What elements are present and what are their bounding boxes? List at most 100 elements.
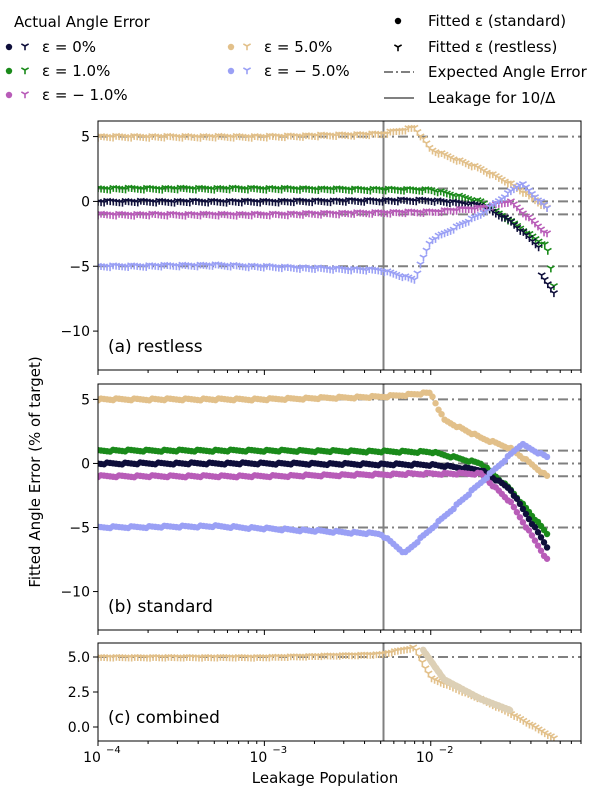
data-point — [483, 474, 490, 482]
data-point — [522, 510, 530, 518]
data-point — [540, 539, 548, 546]
panel-1: 5 0 −5 −10 (a) restless — [60, 120, 582, 375]
legend-tri-marker — [20, 91, 30, 99]
series-5 — [98, 440, 551, 556]
data-point — [543, 247, 552, 255]
data-point — [549, 290, 558, 298]
legend-entry-eps: ε = − 5.0% — [227, 62, 350, 80]
series-4 — [98, 469, 551, 562]
legend-entry-eps: ε = − 1.0% — [5, 86, 128, 104]
x-tick-exponent: −3 — [272, 745, 287, 756]
legend-eps-label: ε = − 1.0% — [42, 86, 128, 104]
x-tick-label: 10 — [249, 750, 267, 766]
data-point — [543, 544, 551, 551]
legend-eps-label: ε = − 5.0% — [264, 62, 350, 80]
y-tick-label: −5 — [69, 259, 90, 275]
legend-entry-line: Leakage for 10/Δ — [384, 89, 556, 107]
legend-entry-eps: ε = 1.0% — [5, 62, 110, 80]
series-2 — [98, 184, 558, 291]
data-point — [432, 400, 439, 407]
legend-eps-label: ε = 0% — [42, 38, 96, 56]
data-point — [543, 555, 551, 562]
legend-dot-marker — [394, 17, 402, 25]
data-point — [549, 735, 558, 741]
data-point — [510, 503, 518, 511]
data-point — [432, 522, 439, 529]
legend-tri-marker — [393, 44, 403, 52]
series-2 — [419, 646, 514, 714]
panel-frame — [97, 383, 582, 631]
x-tick-label: 10 — [416, 750, 434, 766]
legend-entry-eps: ε = 0% — [5, 38, 96, 56]
legend-dot-marker — [5, 67, 13, 75]
legend-dot-marker — [227, 67, 235, 75]
legend-eps-label: ε = 1.0% — [42, 62, 110, 80]
data-point — [506, 707, 514, 714]
series-1 — [98, 389, 551, 479]
data-point — [543, 453, 551, 461]
y-axis-label: Fitted Angle Error (% of target) — [26, 356, 44, 587]
legend-eps-label: ε = 5.0% — [264, 38, 332, 56]
panel-3: 5.0 2.5 0.0 (c) combined — [68, 642, 582, 746]
legend-title: Actual Angle Error — [14, 13, 151, 31]
data-point — [534, 244, 543, 252]
y-tick-label: 5.0 — [68, 650, 90, 666]
data-point — [438, 410, 445, 418]
data-point — [534, 529, 542, 536]
data-point — [519, 505, 527, 513]
legend-marker-label: Fitted ε (restless) — [428, 38, 557, 56]
legend-entry-eps: ε = 5.0% — [227, 38, 332, 56]
data-point — [418, 659, 427, 667]
data-point — [537, 534, 545, 541]
data-point — [542, 230, 552, 238]
data-point — [542, 204, 552, 212]
panel-label: (b) standard — [108, 597, 213, 617]
x-tick-exponent: −4 — [106, 745, 121, 756]
panel-frame — [97, 120, 582, 371]
panel-2: 5 0 −5 −10 (b) standard — [60, 383, 582, 635]
data-point — [450, 505, 457, 513]
data-point — [543, 530, 551, 538]
data-point — [537, 547, 545, 554]
legend-dot-marker — [5, 43, 13, 51]
series-2 — [98, 446, 551, 538]
y-tick-label: −10 — [60, 324, 90, 340]
data-point — [413, 270, 422, 278]
panel-label: (c) combined — [108, 708, 220, 728]
data-point — [501, 457, 509, 465]
data-point — [516, 514, 524, 521]
data-point — [531, 537, 539, 544]
data-point — [422, 247, 431, 255]
legend-entry-line: Expected Angle Error — [384, 63, 588, 81]
data-point — [414, 539, 421, 546]
x-tick-label: 10 — [83, 750, 101, 766]
data-point — [513, 509, 521, 516]
series-4 — [98, 198, 552, 238]
data-point — [410, 276, 419, 284]
data-point — [531, 523, 539, 531]
y-tick-label: 0 — [81, 194, 90, 210]
y-tick-label: 5 — [81, 392, 90, 408]
data-point — [507, 498, 515, 506]
series-5 — [98, 181, 552, 284]
legend-marker-label: Fitted ε (standard) — [428, 12, 566, 30]
legend: Actual Angle Error ε = 0% ε = 1.0% ε = − 1… — [5, 12, 588, 107]
data-point — [546, 265, 555, 273]
data-point — [525, 515, 533, 523]
legend-dot-marker — [5, 91, 13, 99]
data-point — [525, 527, 533, 534]
y-tick-label: 0.0 — [68, 720, 90, 736]
data-point — [519, 519, 527, 526]
legend-dot-marker — [227, 43, 235, 51]
data-point — [419, 254, 428, 262]
legend-line-label: Expected Angle Error — [428, 63, 588, 81]
x-tick-exponent: −2 — [439, 745, 454, 756]
data-point — [540, 241, 549, 249]
legend-entry-marker: Fitted ε (restless) — [393, 38, 557, 56]
legend-entry-marker: Fitted ε (standard) — [394, 12, 566, 30]
y-tick-label: −5 — [69, 521, 90, 537]
legend-line-label: Leakage for 10/Δ — [428, 89, 556, 107]
legend-tri-marker — [20, 43, 30, 51]
x-axis-label: Leakage Population — [252, 769, 398, 787]
data-point — [465, 491, 472, 498]
